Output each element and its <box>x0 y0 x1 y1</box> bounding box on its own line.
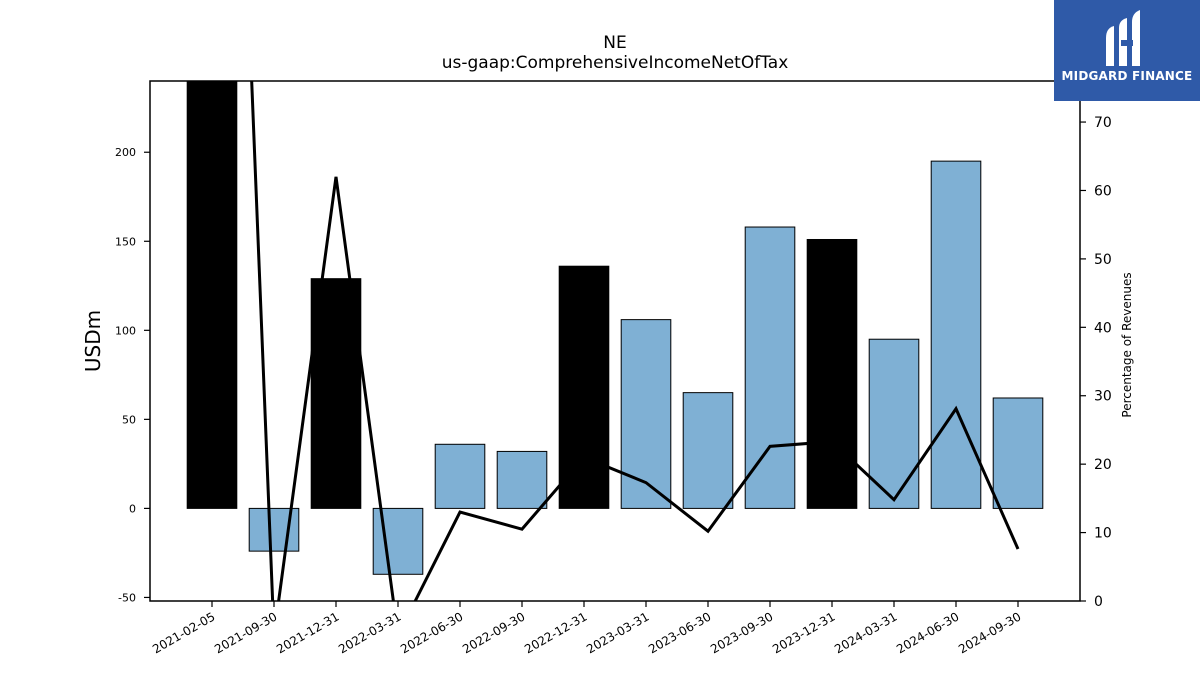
x-tick-label: 2021-12-31 <box>274 609 341 656</box>
brand-logo: MIDGARD FINANCE <box>1054 0 1200 101</box>
bar <box>186 81 238 509</box>
y2-tick-label: 40 <box>1094 320 1112 336</box>
y2-tick-label: 50 <box>1094 252 1112 268</box>
bar <box>434 443 486 509</box>
logo-text: MIDGARD FINANCE <box>1061 69 1193 83</box>
x-tick-label: 2022-09-30 <box>460 609 527 656</box>
y-axis-label: USDm <box>81 310 105 372</box>
bar <box>930 160 982 509</box>
y2-tick-label: 0 <box>1094 594 1103 610</box>
x-tick-label: 2023-09-30 <box>708 609 775 656</box>
chart-subtitle: us-gaap:ComprehensiveIncomeNetOfTax <box>441 53 789 73</box>
bar <box>806 238 858 509</box>
bar <box>372 507 424 575</box>
y-tick-label: 200 <box>115 146 136 159</box>
bar <box>868 338 920 509</box>
x-tick-label: 2024-06-30 <box>894 609 961 656</box>
y2-tick-label: 70 <box>1094 115 1112 131</box>
y2-axis-label: Percentage of Revenues <box>1120 272 1134 417</box>
y-tick-label: -50 <box>118 591 136 604</box>
midgard-m-icon <box>1106 10 1140 66</box>
bar <box>992 397 1044 509</box>
x-tick-label: 2023-12-31 <box>770 609 837 656</box>
y2-tick-label: 20 <box>1094 457 1112 473</box>
y-tick-label: 0 <box>129 502 136 515</box>
bar <box>744 226 796 509</box>
y2-tick-label: 60 <box>1094 183 1112 199</box>
bar <box>682 392 734 509</box>
bar <box>620 319 672 509</box>
y2-tick-label: 10 <box>1094 526 1112 542</box>
bar <box>496 450 548 509</box>
x-tick-label: 2023-06-30 <box>646 609 713 656</box>
bar <box>558 265 610 509</box>
x-tick-label: 2023-03-31 <box>584 609 651 656</box>
x-tick-label: 2022-12-31 <box>522 609 589 656</box>
y-tick-label: 100 <box>115 324 136 337</box>
x-tick-label: 2024-09-30 <box>956 609 1023 656</box>
chart-title: NE <box>603 33 627 53</box>
x-tick-label: 2022-06-30 <box>398 609 465 656</box>
y-tick-label: 150 <box>115 235 136 248</box>
pct-revenue-line <box>250 81 1020 601</box>
plot-frame <box>149 80 1081 602</box>
x-tick-label: 2021-02-05 <box>150 609 217 656</box>
x-tick-label: 2021-09-30 <box>212 609 279 656</box>
x-tick-label: 2024-03-31 <box>832 609 899 656</box>
y-tick-label: 50 <box>122 413 136 426</box>
y2-tick-label: 30 <box>1094 389 1112 405</box>
x-tick-label: 2022-03-31 <box>336 609 403 656</box>
bar <box>310 278 362 509</box>
plot-area <box>186 81 1044 601</box>
